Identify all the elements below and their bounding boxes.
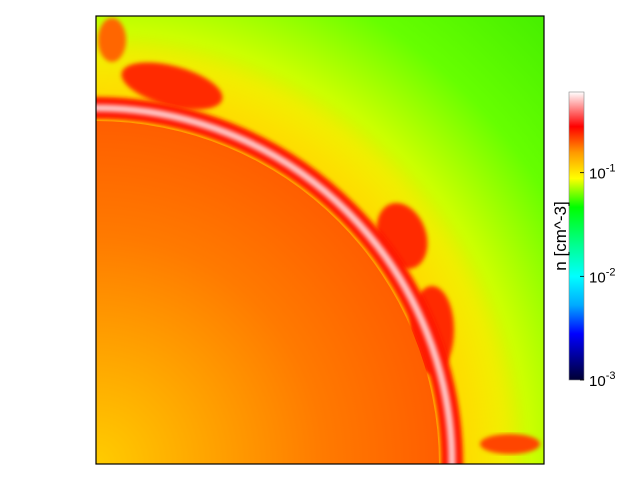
heatmap-image <box>96 16 544 464</box>
bubble-interior <box>96 121 439 464</box>
colorbar-tick-label: 10-2 <box>589 266 615 286</box>
colorbar-ticks: 10-3 10-2 10-1 <box>580 163 615 390</box>
clump-bottom <box>480 434 540 454</box>
clump-top <box>121 62 223 110</box>
plot-frame <box>95 15 545 465</box>
colorbar-tick-label: 10-1 <box>589 163 615 183</box>
colorbar: 10-3 10-2 10-1 n [cm^-3] <box>551 91 615 390</box>
colorbar-gradient <box>569 92 584 380</box>
colorbar-frame <box>568 91 585 381</box>
colorbar-label: n [cm^-3] <box>551 201 570 270</box>
clump-corner <box>98 18 126 62</box>
colorbar-tick-label: 10-3 <box>589 370 615 390</box>
